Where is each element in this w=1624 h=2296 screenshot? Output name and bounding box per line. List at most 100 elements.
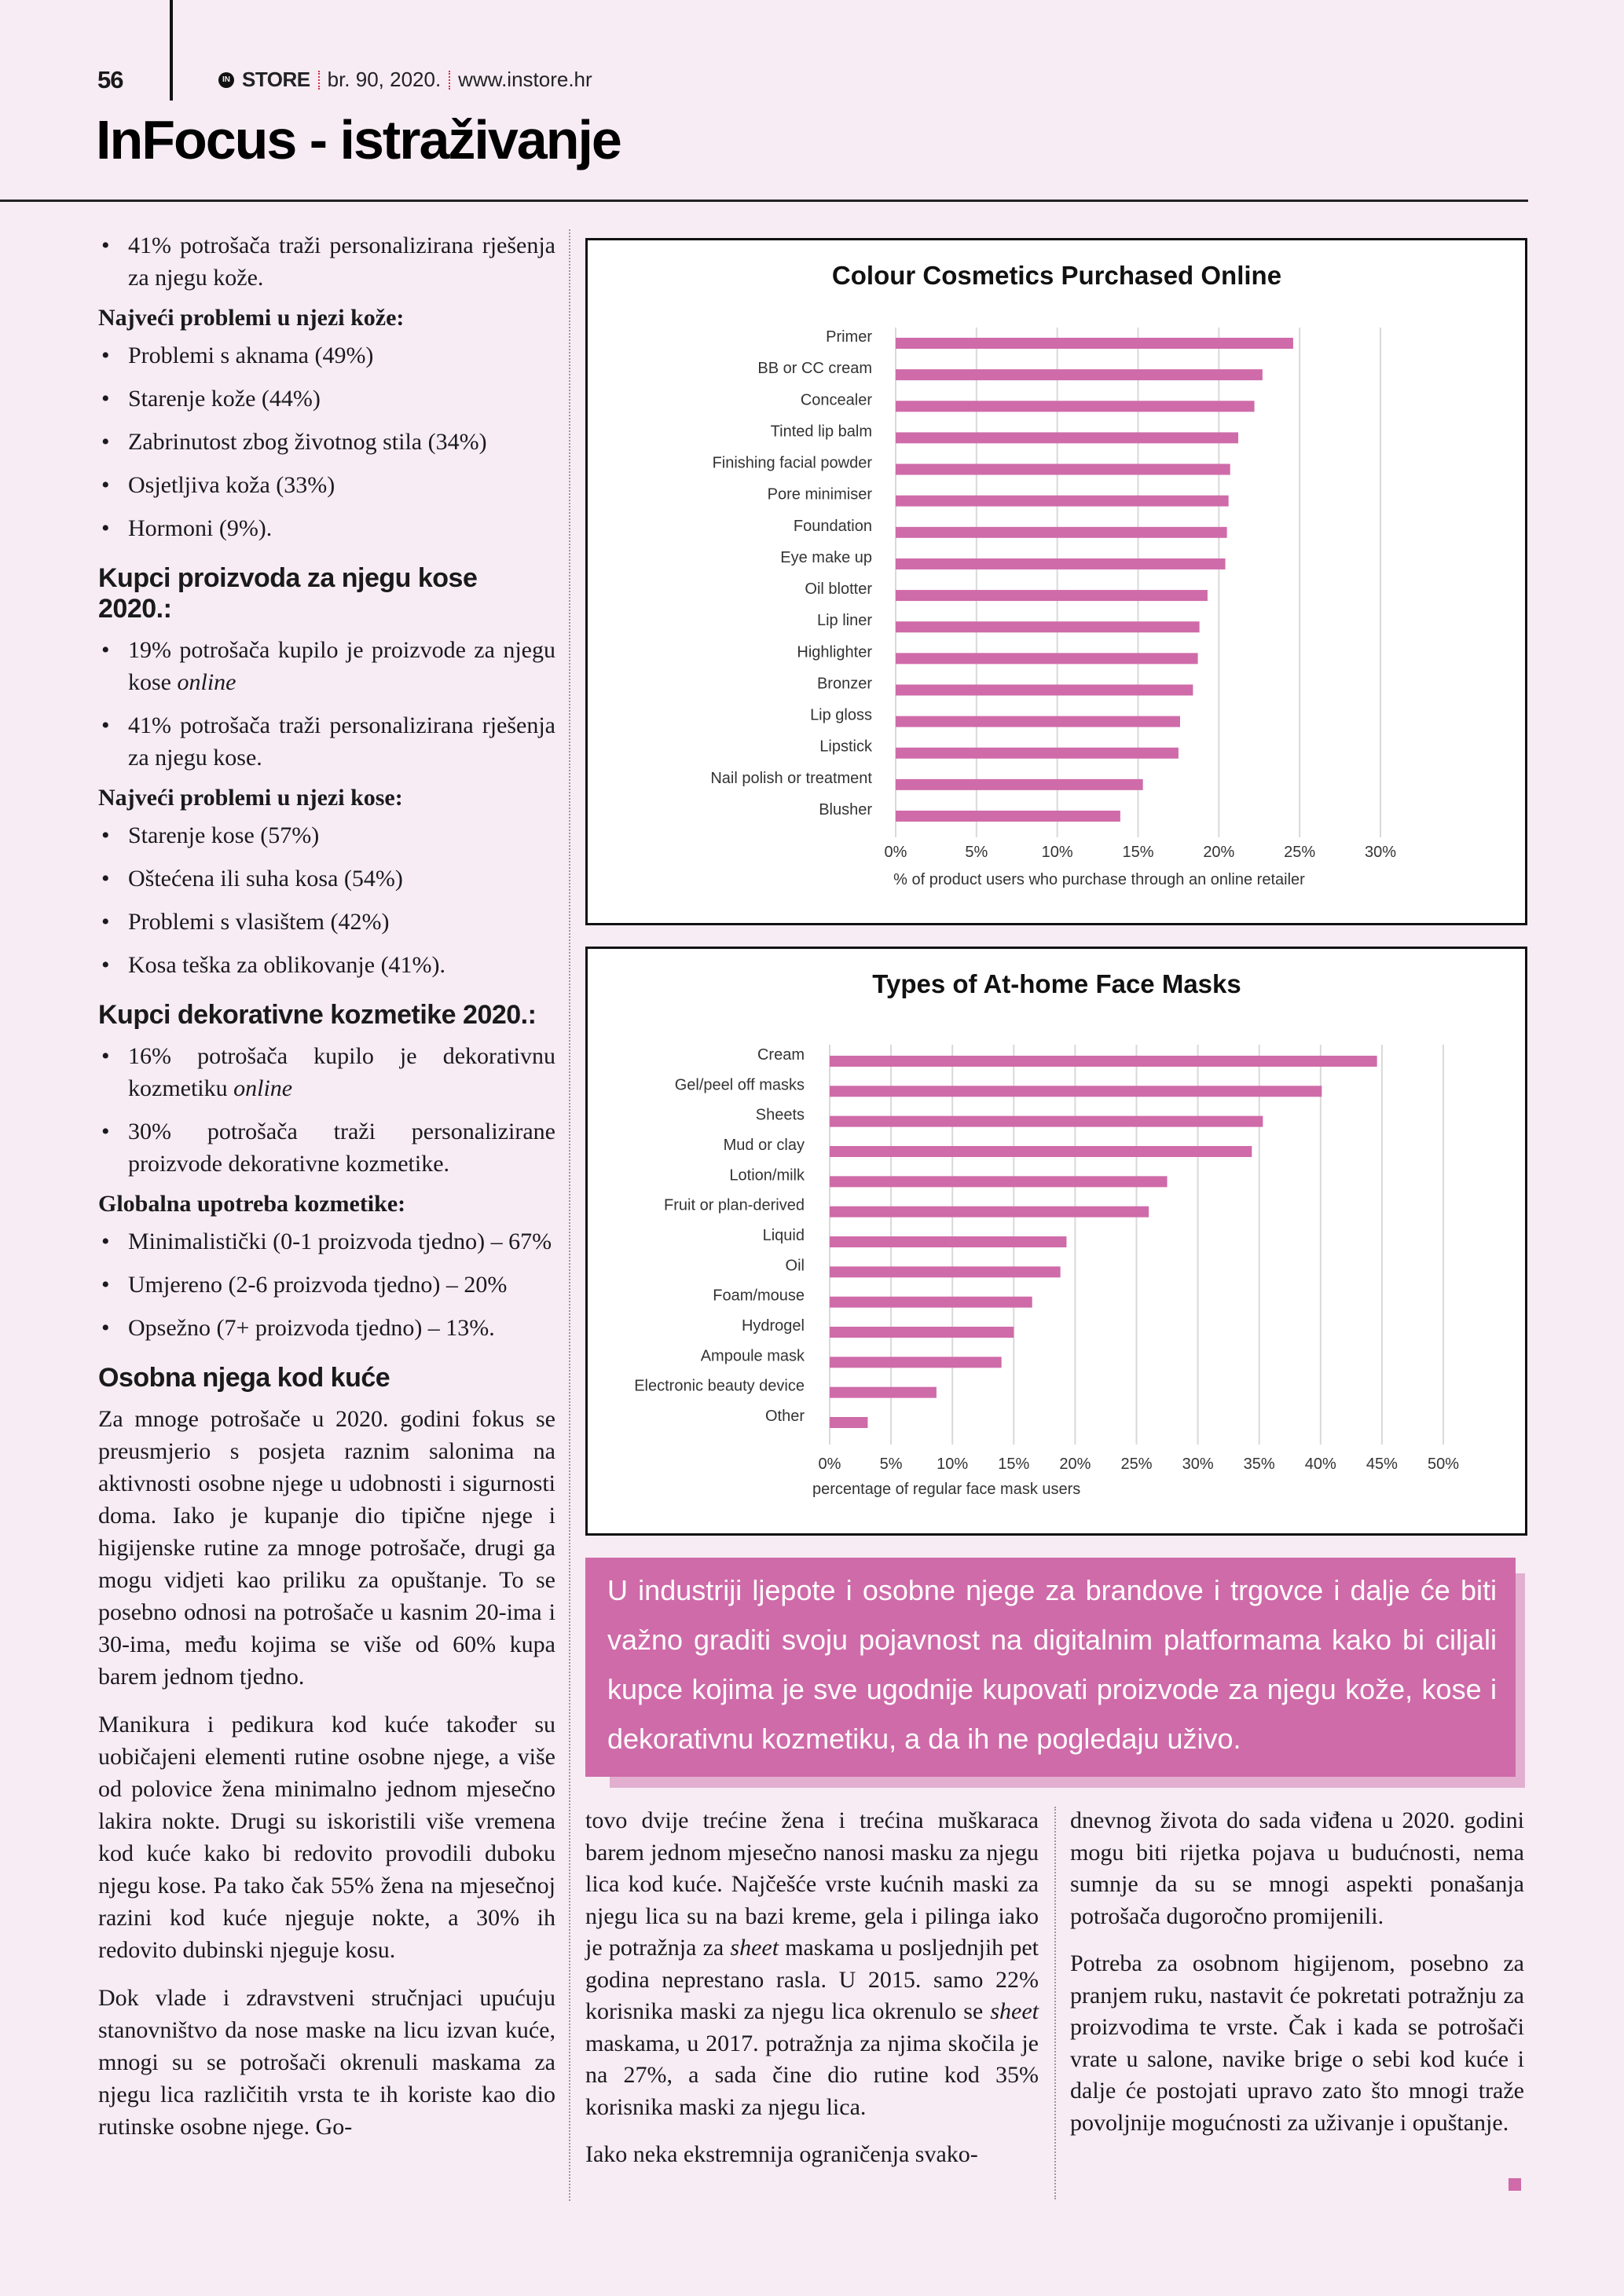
category-label: Primer [826,328,872,346]
paragraph: dnevnog života do sada viđena u 2020. go… [1070,1807,1524,1929]
hair-list: 19% potrošača kupilo je proizvode za nje… [98,634,555,774]
bar [896,778,1143,790]
bar [896,684,1193,696]
category-label: Finishing facial powder [713,455,873,472]
x-tick-label: 5% [880,1456,903,1473]
skin-problems-list: Problemi s aknama (49%) Starenje kože (4… [98,339,555,544]
list-item: 41% potrošača traži personalizirana rješ… [98,229,555,294]
category-label: Fruit or plan-derived [664,1197,805,1214]
x-axis-label: % of product users who purchase through … [893,871,1305,888]
list-item: 41% potrošača traži personalizirana rješ… [98,709,555,774]
bar [896,621,1200,633]
category-label: Concealer [801,391,873,408]
category-label: Nail polish or treatment [710,770,872,787]
bar [830,1296,1032,1308]
skin-problems-heading: Najveći problemi u njezi kože: [98,305,405,331]
x-tick-label: 30% [1365,844,1396,861]
x-tick-label: 0% [885,844,907,861]
masthead: IN STORE br. 90, 2020. www.instore.hr [218,68,592,92]
bar [830,1266,1061,1278]
hair-care-heading: Kupci proizvoda za njegu kose 2020.: [98,563,478,624]
makeup-list: 16% potrošača kupilo je dekorativnu kozm… [98,1040,555,1180]
bar [830,1327,1014,1338]
x-tick-label: 10% [937,1456,968,1473]
category-label: Highlighter [797,643,872,661]
bar [830,1115,1263,1127]
separator [449,70,451,90]
emphasis: sheet [990,1998,1039,2024]
x-tick-label: 5% [965,844,988,861]
bar [896,653,1198,665]
makeup-heading: Kupci dekorativne kozmetike 2020.: [98,1000,537,1030]
x-tick-label: 20% [1203,844,1234,861]
category-label: Mud or clay [724,1137,805,1154]
instore-logo-icon: IN [218,71,234,88]
bar [896,401,1255,412]
category-label: Lotion/milk [729,1166,805,1184]
list-item: Problemi s aknama (49%) [98,339,555,372]
category-label: Foundation [794,518,872,535]
x-tick-label: 50% [1428,1456,1459,1473]
bar [896,558,1226,569]
bar [896,338,1293,349]
paragraph: Manikura i pedikura kod kuće također su … [98,1712,555,1963]
category-label: Bronzer [817,675,872,692]
separator [317,70,320,90]
bar [830,1357,1002,1368]
column-divider [569,229,570,2201]
x-tick-label: 25% [1120,1456,1152,1473]
x-tick-label: 10% [1042,844,1073,861]
category-label: Lip gloss [810,707,872,724]
category-label: Cream [757,1046,805,1064]
chart-title: Colour Cosmetics Purchased Online [832,261,1281,290]
x-tick-label: 15% [998,1456,1029,1473]
bar [896,811,1120,822]
x-tick-label: 15% [1122,844,1153,861]
x-tick-label: 25% [1284,844,1315,861]
paragraph: Dok vlade i zdravstveni stručnjaci upuću… [98,1985,555,2140]
paragraph: Iako neka ekstremnija ograničenja svako- [585,2141,978,2167]
paragraph: Potreba za osobnom higijenom, posebno za… [1070,1950,1524,2136]
bar [896,369,1263,381]
emphasis: online [177,669,236,695]
list-item: Minimalistički (0-1 proizvoda tjedno) – … [98,1225,555,1258]
list-item: Problemi s vlasištem (42%) [98,906,555,938]
x-tick-label: 40% [1305,1456,1336,1473]
chart-colour-cosmetics: Colour Cosmetics Purchased Online 0% 5% 10%… [585,238,1527,925]
category-label: Lipstick [819,738,873,756]
bar [896,716,1180,727]
x-tick-label: 35% [1244,1456,1275,1473]
category-label: Foam/mouse [713,1287,805,1305]
home-care-heading: Osobna njega kod kuće [98,1363,390,1393]
page-number: 56 [97,66,123,93]
list-item: Starenje kože (44%) [98,383,555,415]
category-label: Lip liner [817,612,872,629]
intro-list: 41% potrošača traži personalizirana rješ… [98,229,555,294]
list-item: Hormoni (9%). [98,512,555,544]
category-label: Ampoule mask [701,1347,805,1364]
bar [830,1386,937,1398]
chart-svg: Colour Cosmetics Purchased Online 0% 5% 10%… [710,261,1396,888]
bar [896,747,1179,759]
emphasis: online [233,1075,293,1101]
list-item: Osjetljiva koža (33%) [98,469,555,501]
bar [830,1417,868,1428]
list-item: 16% potrošača kupilo je dekorativnu kozm… [98,1040,555,1104]
website-link[interactable]: www.instore.hr [458,68,592,91]
usage-list: Minimalistički (0-1 proizvoda tjedno) – … [98,1225,555,1344]
column-divider [1054,1807,1056,2199]
category-label: Other [765,1408,805,1425]
category-label: Blusher [819,801,872,818]
category-label: Tinted lip balm [771,423,872,440]
paragraph: tovo dvije trećine žena i trećina muškar… [585,1805,1039,2123]
category-label: Oil blotter [805,580,872,598]
x-axis-label: percentage of regular face mask users [812,1481,1080,1498]
category-label: Pore minimiser [768,486,873,504]
left-column: 41% potrošača traži personalizirana rješ… [98,229,555,2159]
bar [896,495,1229,507]
bottom-column-1: tovo dvije trećine žena i trećina muškar… [585,1805,1039,2187]
pull-quote: U industriji ljepote i osobne njege za b… [585,1558,1516,1777]
list-item: Opsežno (7+ proizvoda tjedno) – 13%. [98,1312,555,1344]
category-label: Oil [786,1257,805,1274]
bar [830,1206,1149,1218]
